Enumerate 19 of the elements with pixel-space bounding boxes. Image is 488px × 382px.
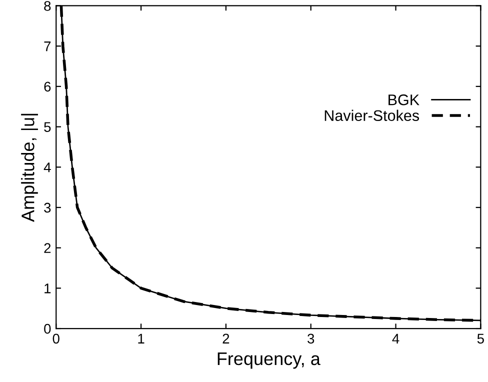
y-tick-label: 3 (44, 202, 51, 213)
x-tick-label: 2 (222, 334, 230, 344)
y-tick-label: 2 (44, 243, 51, 253)
x-tick-label: 1 (138, 334, 144, 344)
x-tick-label: 0 (52, 334, 60, 344)
y-axis-title: Amplitude, |u| (21, 114, 38, 222)
y-tick-label: 6 (44, 82, 51, 92)
x-tick-label: 3 (308, 334, 314, 344)
x-axis-title: Frequency, a (218, 352, 320, 369)
y-tick-label: 8 (44, 1, 51, 11)
y-tick-label: 5 (44, 122, 51, 132)
legend-label: Navier-Stokes (324, 110, 420, 122)
y-tick-label: 1 (44, 284, 51, 294)
x-tick-label: 4 (392, 334, 400, 344)
y-tick-label: 0 (44, 324, 51, 334)
y-tick-label: 4 (44, 162, 51, 172)
x-tick-label: 5 (477, 334, 484, 344)
legend-label: BGK (388, 94, 420, 106)
y-tick-label: 7 (44, 42, 51, 52)
